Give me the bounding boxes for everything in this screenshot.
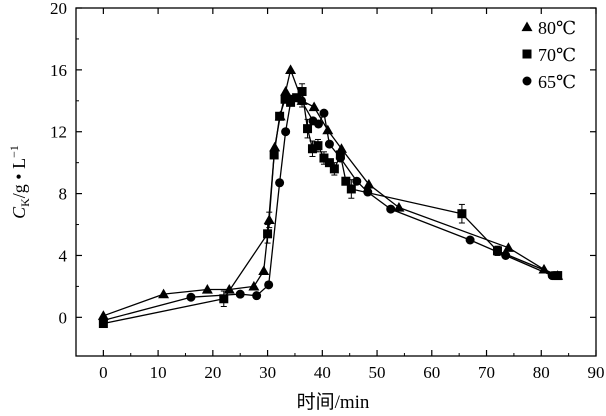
ticks-layer bbox=[76, 7, 597, 356]
data-point-triangle bbox=[502, 242, 514, 252]
x-tick-label: 80 bbox=[533, 363, 550, 382]
x-tick-label: 90 bbox=[588, 363, 605, 382]
data-point-triangle bbox=[201, 283, 213, 294]
plot-frame bbox=[75, 7, 597, 357]
x-tick-label: 20 bbox=[204, 363, 221, 382]
data-point-square bbox=[553, 271, 563, 281]
series-line bbox=[103, 90, 558, 325]
data-point-circle bbox=[98, 315, 108, 325]
data-point-circle bbox=[352, 176, 362, 186]
data-point-circle bbox=[386, 204, 396, 214]
data-point-circle bbox=[501, 250, 511, 260]
data-point-square bbox=[457, 209, 467, 219]
legend-marker-circle bbox=[522, 76, 532, 86]
y-tick-label: 8 bbox=[59, 185, 68, 204]
y-tick-label: 20 bbox=[50, 0, 67, 18]
data-point-triangle bbox=[322, 124, 334, 135]
data-point-square bbox=[269, 150, 279, 160]
data-point-square bbox=[324, 158, 334, 168]
data-point-triangle bbox=[308, 101, 320, 112]
data-point-circle bbox=[313, 119, 323, 129]
data-point-circle bbox=[324, 139, 334, 149]
data-point-circle bbox=[335, 153, 345, 163]
y-axis-title-sup: −1 bbox=[7, 145, 21, 158]
y-tick-label: 0 bbox=[59, 308, 68, 327]
legend-label: 65℃ bbox=[538, 72, 576, 92]
series-line bbox=[103, 98, 553, 322]
x-tick-label: 70 bbox=[478, 363, 495, 382]
data-point-square bbox=[219, 294, 229, 304]
legend-marker-triangle bbox=[521, 21, 533, 32]
data-point-circle bbox=[275, 178, 285, 188]
tick-labels-layer: 0 10 20 30 40 50 60 70 80 90 0 4 8 12 16 20 bbox=[50, 0, 605, 382]
x-tick-label: 60 bbox=[423, 363, 440, 382]
data-point-circle bbox=[465, 235, 475, 245]
data-point-circle bbox=[547, 271, 557, 281]
x-tick-label: 40 bbox=[314, 363, 331, 382]
x-tick-label: 30 bbox=[259, 363, 276, 382]
legend-label: 80℃ bbox=[538, 18, 576, 38]
data-point-circle bbox=[235, 289, 245, 299]
data-point-square bbox=[492, 246, 502, 256]
legend: 80℃ 70℃ 65℃ bbox=[521, 18, 576, 92]
series-square bbox=[98, 83, 563, 329]
data-point-triangle bbox=[158, 288, 170, 299]
data-point-circle bbox=[186, 292, 196, 302]
data-point-square bbox=[313, 141, 323, 151]
series-circle bbox=[98, 94, 557, 325]
series-layer bbox=[97, 64, 564, 329]
y-axis-title: CK/g • L−1 bbox=[7, 145, 32, 219]
data-point-circle bbox=[281, 127, 291, 137]
y-tick-label: 16 bbox=[50, 61, 67, 80]
data-point-circle bbox=[252, 291, 262, 301]
data-point-square bbox=[292, 93, 302, 103]
legend-label: 70℃ bbox=[538, 45, 576, 65]
x-axis-title: 时间/min bbox=[297, 391, 370, 413]
data-point-square bbox=[341, 176, 351, 186]
data-point-square bbox=[263, 229, 273, 239]
data-point-square bbox=[346, 184, 356, 194]
data-point-triangle bbox=[280, 86, 292, 96]
x-tick-label: 0 bbox=[99, 363, 108, 382]
data-point-triangle bbox=[393, 202, 405, 212]
y-tick-label: 12 bbox=[50, 123, 67, 142]
data-point-square bbox=[297, 87, 307, 97]
data-point-circle bbox=[319, 108, 329, 118]
y-axis-title-sub: K bbox=[18, 198, 32, 207]
x-tick-label: 10 bbox=[150, 363, 167, 382]
data-point-square bbox=[329, 164, 339, 174]
data-point-triangle bbox=[248, 280, 260, 291]
data-point-square bbox=[280, 94, 290, 104]
data-point-triangle bbox=[363, 178, 375, 189]
y-axis-title-rest: /g • L bbox=[9, 158, 29, 198]
data-point-circle bbox=[264, 280, 274, 290]
data-point-square bbox=[303, 124, 313, 134]
y-tick-label: 4 bbox=[59, 246, 68, 265]
series-triangle bbox=[97, 64, 564, 320]
data-point-circle bbox=[363, 187, 373, 197]
data-point-triangle bbox=[258, 265, 270, 276]
data-point-circle bbox=[297, 96, 307, 106]
data-point-square bbox=[275, 111, 285, 121]
data-point-square bbox=[319, 153, 329, 163]
data-point-circle bbox=[286, 94, 296, 104]
y-axis-title-main: C bbox=[9, 206, 29, 219]
legend-marker-square bbox=[522, 49, 532, 59]
data-point-triangle bbox=[285, 64, 297, 74]
x-tick-label: 50 bbox=[369, 363, 386, 382]
data-point-square bbox=[307, 144, 317, 154]
series-line bbox=[103, 69, 558, 317]
